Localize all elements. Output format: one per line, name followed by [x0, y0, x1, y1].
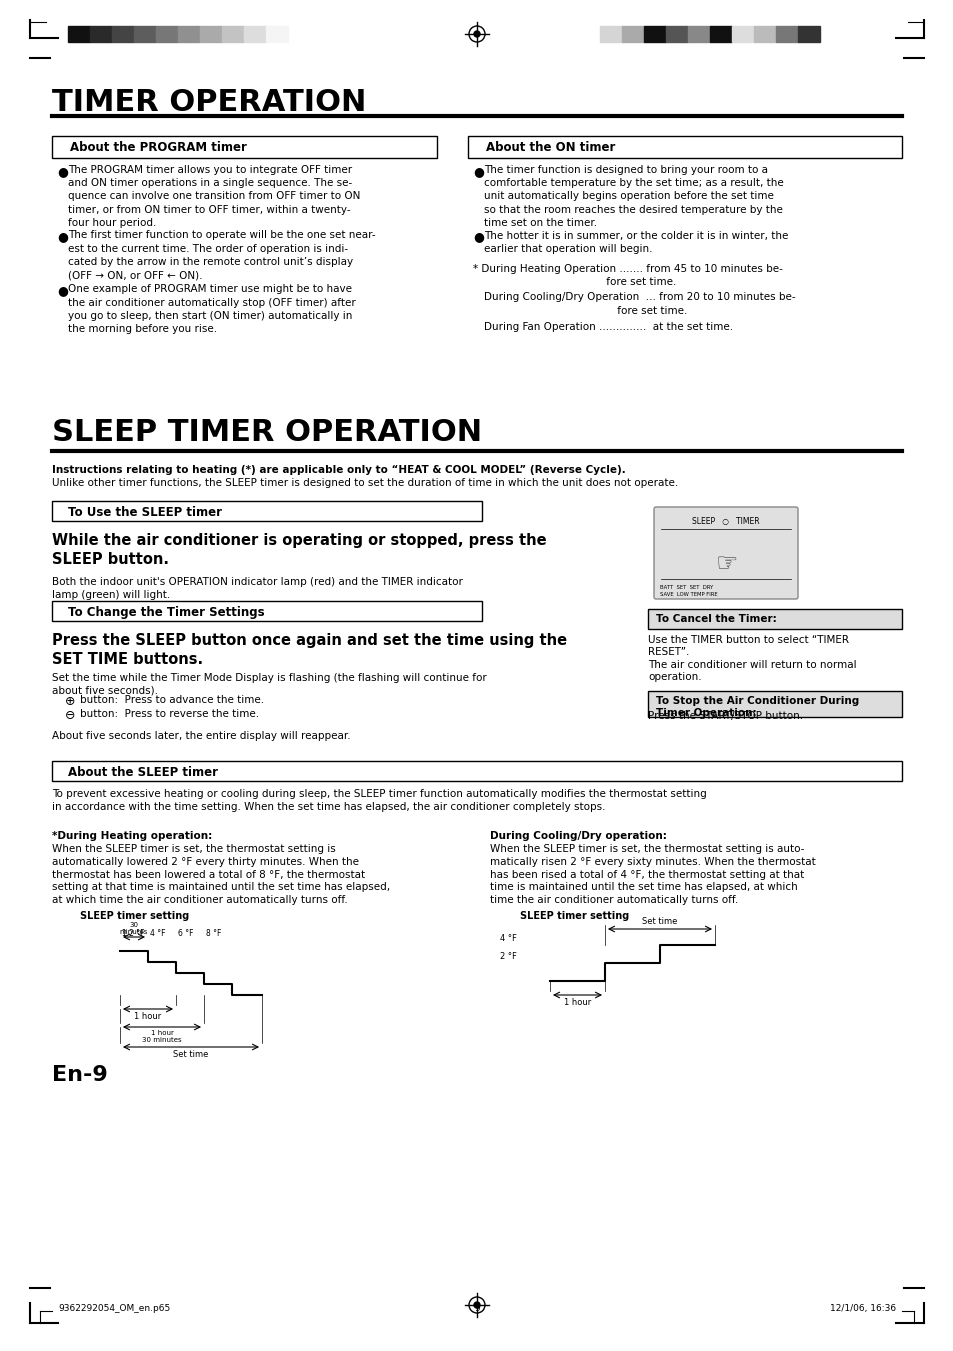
Text: When the SLEEP timer is set, the thermostat setting is
automatically lowered 2 °: When the SLEEP timer is set, the thermos…	[52, 844, 390, 905]
Bar	[222, 26, 244, 42]
Text: SAVE  LOW TEMP FIRE: SAVE LOW TEMP FIRE	[659, 592, 717, 597]
Text: 4 °F: 4 °F	[150, 929, 165, 938]
Bar	[200, 26, 222, 42]
Text: 1 hour
30 minutes: 1 hour 30 minutes	[142, 1029, 182, 1043]
Bar	[643, 26, 665, 42]
Text: To Change the Timer Settings: To Change the Timer Settings	[68, 607, 264, 619]
Text: About five seconds later, the entire display will reappear.: About five seconds later, the entire dis…	[52, 731, 351, 740]
Bar	[753, 26, 775, 42]
Bar	[52, 601, 481, 621]
Text: Unlike other timer functions, the SLEEP timer is designed to set the duration of: Unlike other timer functions, the SLEEP …	[52, 478, 678, 488]
Text: The PROGRAM timer allows you to integrate OFF timer
and ON timer operations in a: The PROGRAM timer allows you to integrat…	[68, 165, 360, 228]
Bar	[68, 26, 90, 42]
Text: ●: ●	[473, 231, 483, 243]
Text: 6 °F: 6 °F	[178, 929, 193, 938]
Bar	[687, 26, 709, 42]
Text: ☞: ☞	[716, 553, 738, 576]
Bar	[244, 26, 266, 42]
Bar	[266, 26, 288, 42]
Text: *During Heating operation:: *During Heating operation:	[52, 831, 212, 842]
Text: ●: ●	[473, 165, 483, 178]
Bar	[665, 26, 687, 42]
Text: ⊖: ⊖	[65, 709, 75, 721]
Text: To Stop the Air Conditioner During
Timer Operation:: To Stop the Air Conditioner During Timer…	[656, 696, 859, 719]
Text: Instructions relating to heating (*) are applicable only to “HEAT & COOL MODEL” : Instructions relating to heating (*) are…	[52, 465, 625, 476]
Text: Press the START/STOP button.: Press the START/STOP button.	[647, 711, 802, 721]
Text: The timer function is designed to bring your room to a
comfortable temperature b: The timer function is designed to bring …	[483, 165, 783, 228]
Text: BATT  SET  SET  DRY: BATT SET SET DRY	[659, 585, 713, 590]
Text: One example of PROGRAM timer use might be to have
the air conditioner automatica: One example of PROGRAM timer use might b…	[68, 285, 355, 334]
Text: The first timer function to operate will be the one set near-
est to the current: The first timer function to operate will…	[68, 231, 375, 280]
Text: TIMER OPERATION: TIMER OPERATION	[52, 88, 366, 118]
Text: Both the indoor unit's OPERATION indicator lamp (red) and the TIMER indicator
la: Both the indoor unit's OPERATION indicat…	[52, 577, 462, 600]
Text: button:  Press to reverse the time.: button: Press to reverse the time.	[80, 709, 259, 719]
Bar	[468, 136, 901, 158]
Text: When the SLEEP timer is set, the thermostat setting is auto-
matically risen 2 °: When the SLEEP timer is set, the thermos…	[490, 844, 815, 905]
Text: About the PROGRAM timer: About the PROGRAM timer	[70, 141, 247, 154]
Text: To Cancel the Timer:: To Cancel the Timer:	[656, 613, 776, 624]
Circle shape	[474, 1302, 479, 1308]
Text: Press the SLEEP button once again and set the time using the
SET TIME buttons.: Press the SLEEP button once again and se…	[52, 634, 566, 666]
Bar	[775, 26, 797, 42]
Text: Set the time while the Timer Mode Display is flashing (the flashing will continu: Set the time while the Timer Mode Displa…	[52, 673, 486, 696]
Text: button:  Press to advance the time.: button: Press to advance the time.	[80, 694, 264, 705]
Text: ●: ●	[57, 285, 68, 297]
Text: The hotter it is in summer, or the colder it is in winter, the
earlier that oper: The hotter it is in summer, or the colde…	[483, 231, 787, 254]
Text: 9362292054_OM_en.p65: 9362292054_OM_en.p65	[58, 1304, 170, 1313]
Text: 1 hour: 1 hour	[134, 1012, 161, 1021]
Bar	[133, 26, 156, 42]
Bar	[731, 26, 753, 42]
Text: SLEEP TIMER OPERATION: SLEEP TIMER OPERATION	[52, 417, 481, 447]
Bar	[647, 609, 901, 630]
Text: To Use the SLEEP timer: To Use the SLEEP timer	[68, 507, 222, 519]
Circle shape	[474, 31, 479, 36]
Bar	[52, 136, 436, 158]
Text: 12/1/06, 16:36: 12/1/06, 16:36	[829, 1304, 895, 1313]
Text: SLEEP timer setting: SLEEP timer setting	[519, 911, 629, 921]
Text: While the air conditioner is operating or stopped, press the
SLEEP button.: While the air conditioner is operating o…	[52, 534, 546, 566]
Bar	[178, 26, 200, 42]
Bar	[599, 26, 621, 42]
Bar	[621, 26, 643, 42]
Bar	[647, 690, 901, 717]
Text: During Cooling/Dry operation:: During Cooling/Dry operation:	[490, 831, 666, 842]
Text: SLEEP   ○   TIMER: SLEEP ○ TIMER	[692, 517, 759, 526]
Text: SLEEP timer setting: SLEEP timer setting	[80, 911, 189, 921]
Text: About the SLEEP timer: About the SLEEP timer	[68, 766, 218, 780]
Bar	[52, 761, 901, 781]
Text: ⊕: ⊕	[65, 694, 75, 708]
Text: Set time: Set time	[641, 917, 677, 925]
Text: During Cooling/Dry Operation  ... from 20 to 10 minutes be-
                    : During Cooling/Dry Operation ... from 20…	[483, 293, 795, 316]
Text: 2 °F: 2 °F	[499, 952, 517, 961]
Bar	[90, 26, 112, 42]
Text: En-9: En-9	[52, 1065, 108, 1085]
Text: 1 hour: 1 hour	[563, 998, 591, 1006]
Text: To prevent excessive heating or cooling during sleep, the SLEEP timer function a: To prevent excessive heating or cooling …	[52, 789, 706, 812]
FancyBboxPatch shape	[654, 507, 797, 598]
Text: 4 °F: 4 °F	[499, 934, 517, 943]
Text: Set time: Set time	[173, 1050, 209, 1059]
Text: ●: ●	[57, 231, 68, 243]
Bar	[52, 501, 481, 521]
Text: During Fan Operation ..............  at the set time.: During Fan Operation .............. at t…	[483, 322, 732, 331]
Text: * During Heating Operation ....... from 45 to 10 minutes be-
                   : * During Heating Operation ....... from …	[473, 263, 782, 286]
Bar	[797, 26, 820, 42]
Text: Use the TIMER button to select “TIMER
RESET”.
The air conditioner will return to: Use the TIMER button to select “TIMER RE…	[647, 635, 856, 682]
Text: 30
minutes: 30 minutes	[120, 921, 148, 935]
Text: About the ON timer: About the ON timer	[485, 141, 615, 154]
Text: ●: ●	[57, 165, 68, 178]
Bar	[112, 26, 133, 42]
Text: 1 2 °F: 1 2 °F	[122, 929, 144, 938]
Text: 9: 9	[474, 1304, 479, 1313]
Text: 8 °F: 8 °F	[206, 929, 221, 938]
Bar	[709, 26, 731, 42]
Bar	[156, 26, 178, 42]
